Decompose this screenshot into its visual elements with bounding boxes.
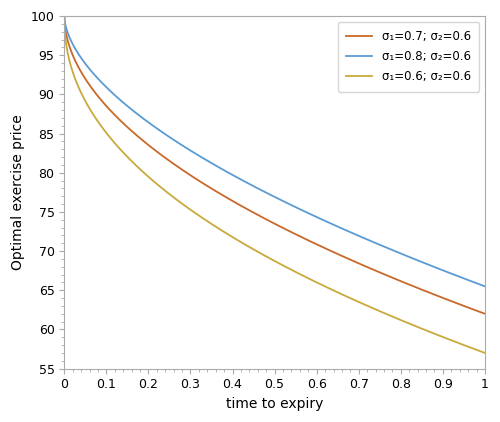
σ₁=0.6; σ₂=0.6 [390,314,396,319]
σ₁=0.6; σ₂=0.6 [62,14,68,19]
Line: σ₁=0.6; σ₂=0.6: σ₁=0.6; σ₂=0.6 [64,16,485,353]
σ₁=0.8; σ₂=0.6 [482,284,488,289]
σ₁=0.7; σ₂=0.6 [482,311,488,316]
σ₁=0.6; σ₂=0.6 [482,350,488,355]
σ₁=0.6; σ₂=0.6 [350,297,356,302]
σ₁=0.7; σ₂=0.6 [104,105,110,110]
σ₁=0.8; σ₂=0.6 [62,14,68,19]
σ₁=0.7; σ₂=0.6 [62,14,68,19]
Y-axis label: Optimal exercise price: Optimal exercise price [11,114,25,270]
σ₁=0.7; σ₂=0.6 [232,200,237,205]
Legend: σ₁=0.7; σ₂=0.6, σ₁=0.8; σ₂=0.6, σ₁=0.6; σ₂=0.6: σ₁=0.7; σ₂=0.6, σ₁=0.8; σ₂=0.6, σ₁=0.6; … [338,22,479,92]
σ₁=0.8; σ₂=0.6 [397,251,403,256]
σ₁=0.8; σ₂=0.6 [232,173,237,179]
σ₁=0.6; σ₂=0.6 [232,235,237,241]
σ₁=0.8; σ₂=0.6 [104,86,110,91]
σ₁=0.6; σ₂=0.6 [104,132,110,137]
σ₁=0.7; σ₂=0.6 [350,258,356,263]
σ₁=0.7; σ₂=0.6 [246,208,252,213]
Line: σ₁=0.8; σ₂=0.6: σ₁=0.8; σ₂=0.6 [64,16,485,287]
σ₁=0.6; σ₂=0.6 [397,317,403,322]
σ₁=0.7; σ₂=0.6 [390,275,396,280]
Line: σ₁=0.7; σ₂=0.6: σ₁=0.7; σ₂=0.6 [64,16,485,314]
σ₁=0.8; σ₂=0.6 [246,181,252,187]
X-axis label: time to expiry: time to expiry [226,397,324,411]
σ₁=0.6; σ₂=0.6 [246,245,252,250]
σ₁=0.8; σ₂=0.6 [390,248,396,253]
σ₁=0.8; σ₂=0.6 [350,231,356,236]
σ₁=0.7; σ₂=0.6 [397,278,403,283]
